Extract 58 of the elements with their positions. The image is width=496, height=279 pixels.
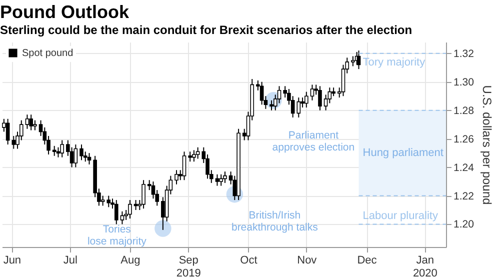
candlestick <box>6 118 10 145</box>
candlestick <box>188 151 192 162</box>
candlestick <box>25 114 30 130</box>
candlestick <box>351 56 355 67</box>
candlestick <box>223 171 227 184</box>
candlestick <box>192 150 196 162</box>
candlestick <box>215 174 220 186</box>
candlestick <box>318 86 322 111</box>
candlestick <box>87 152 92 165</box>
candlestick <box>128 200 132 220</box>
candlestick <box>29 114 33 131</box>
candlestick <box>114 200 118 225</box>
y-axis-title: U.S. dollars per pound <box>480 85 494 205</box>
x-tick-label: Jun <box>3 254 22 266</box>
candlestick <box>100 195 105 206</box>
candlestick <box>120 210 124 225</box>
candlestick <box>174 170 178 185</box>
candlestick <box>52 145 56 156</box>
x-tick-label: Oct <box>240 254 258 266</box>
candlestick <box>219 174 223 186</box>
candlestick <box>304 91 308 108</box>
candlestick <box>260 81 264 106</box>
y-tick-label: 1.32 <box>454 48 474 60</box>
x-tick-label: Aug <box>120 254 140 266</box>
y-tick-label: 1.26 <box>454 133 474 146</box>
candlestick <box>60 140 64 158</box>
ref-line-label: Labour plurality <box>362 210 438 222</box>
annotation: Parliament approves election <box>272 129 355 154</box>
candlestick <box>142 180 146 210</box>
chart-title: Pound Outlook <box>0 2 130 22</box>
x-tick-label: Nov <box>297 254 318 266</box>
candlestick <box>74 144 78 168</box>
candlestick <box>296 97 301 118</box>
y-tick-label: 1.24 <box>454 162 474 174</box>
x-tick-label: Jul <box>63 254 78 266</box>
y-tick-label: 1.22 <box>454 190 474 202</box>
x-tick-label: Sep 2019 <box>176 254 201 279</box>
candlestick <box>56 146 60 158</box>
candlestick <box>134 200 138 210</box>
candlestick <box>33 120 37 131</box>
candlestick <box>196 146 200 160</box>
x-tick-label: Jan 2020 <box>412 254 438 279</box>
y-tick-label: 1.30 <box>454 76 474 88</box>
y-tick-label: 1.20 <box>454 218 474 231</box>
candlestick <box>310 84 314 101</box>
annotation: Tories lose majority <box>87 223 148 248</box>
x-tick-label: Dec <box>357 254 378 266</box>
candlestick <box>182 151 186 181</box>
annotation: British/Irish breakthrough talks <box>231 209 318 234</box>
chart-subtitle: Sterling could be the main conduit for Brexit scenarios after the election <box>0 23 412 37</box>
y-tick-label: 1.28 <box>454 104 474 117</box>
ref-line-label: Tory majority <box>362 56 426 68</box>
band-label: Hung parliament <box>362 147 444 160</box>
candlestick <box>12 135 16 150</box>
candlestick <box>270 100 274 111</box>
candlestick <box>106 195 111 208</box>
legend-label: Spot pound <box>22 48 74 59</box>
candlestick <box>80 144 84 161</box>
